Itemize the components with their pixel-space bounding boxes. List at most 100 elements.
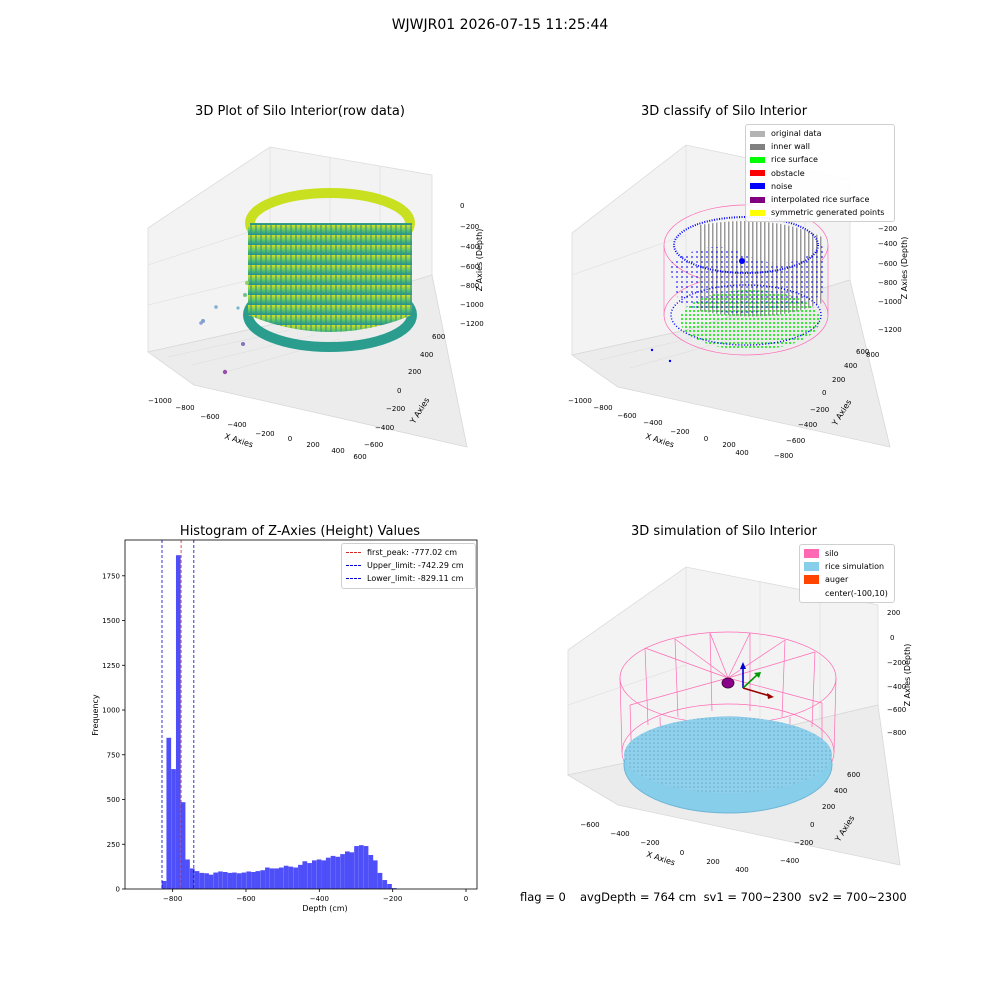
legend-item: obstacle bbox=[750, 167, 890, 180]
legend-item: Lower_limit: -829.11 cm bbox=[346, 572, 471, 585]
svg-text:−400: −400 bbox=[798, 421, 817, 429]
svg-text:−400: −400 bbox=[610, 830, 629, 838]
histogram-bar bbox=[218, 871, 223, 889]
panel2-legend: original data inner wall rice surface ob… bbox=[745, 124, 895, 223]
histogram-bar bbox=[236, 873, 242, 889]
legend-item: interpolated rice surface bbox=[750, 193, 890, 206]
svg-text:0: 0 bbox=[460, 202, 464, 210]
histogram-bar bbox=[316, 859, 322, 889]
svg-text:−800: −800 bbox=[887, 729, 906, 737]
svg-text:600: 600 bbox=[353, 453, 366, 461]
histogram-bar bbox=[213, 872, 219, 889]
svg-text:−200: −200 bbox=[810, 406, 829, 414]
auger-marker bbox=[721, 677, 735, 689]
legend-swatch bbox=[804, 549, 819, 559]
svg-text:−800: −800 bbox=[593, 404, 612, 412]
panel1-zticks: 0 −200 −400 −600 −800 −1000 −1200 bbox=[460, 202, 484, 328]
svg-text:−600: −600 bbox=[887, 706, 906, 714]
x-tick-label: −200 bbox=[383, 895, 402, 903]
panel4-legend: silo rice simulation auger center(-100,1… bbox=[799, 544, 895, 603]
svg-text:400: 400 bbox=[834, 787, 847, 795]
svg-text:400: 400 bbox=[844, 362, 857, 370]
legend-item: original data bbox=[750, 127, 890, 140]
histogram-bar bbox=[227, 872, 233, 889]
panel4-title: 3D simulation of Silo Interior bbox=[631, 524, 817, 539]
svg-text:600: 600 bbox=[432, 333, 445, 341]
svg-text:−1000: −1000 bbox=[878, 298, 902, 306]
svg-text:−200: −200 bbox=[640, 839, 659, 847]
y-tick-label: 1750 bbox=[102, 572, 120, 580]
histogram-bar bbox=[283, 865, 289, 889]
histogram-bar bbox=[251, 871, 256, 889]
footer-flag: flag = 0 bbox=[520, 890, 566, 904]
panel1-zlabel: Z Axies (Depth) bbox=[475, 229, 484, 292]
histogram-bar bbox=[340, 854, 345, 889]
histogram-frame bbox=[124, 539, 478, 890]
legend-swatch bbox=[750, 156, 765, 163]
svg-text:−600: −600 bbox=[364, 441, 383, 449]
svg-text:200: 200 bbox=[408, 368, 421, 376]
histogram-bar bbox=[307, 863, 312, 889]
legend-item: inner wall bbox=[750, 140, 890, 153]
svg-text:−600: −600 bbox=[200, 413, 219, 421]
legend-item: rice surface bbox=[750, 153, 890, 166]
legend-item: rice simulation bbox=[804, 560, 890, 573]
histogram-bar bbox=[321, 860, 327, 889]
svg-text:−200: −200 bbox=[255, 430, 274, 438]
svg-text:−400: −400 bbox=[878, 240, 897, 248]
histogram-chart[interactable]: −800 −600 −400 −200 0 0 250 500 750 1000 1250 1500… bbox=[75, 530, 495, 920]
histogram-bar bbox=[330, 855, 336, 889]
histogram-bar bbox=[335, 856, 341, 889]
panel1-xticks: −1000−800 −600 −400 −200 0 200 400 600 bbox=[148, 397, 367, 461]
svg-text:200: 200 bbox=[832, 376, 845, 384]
svg-text:−1200: −1200 bbox=[878, 326, 902, 334]
y-tick-label: 0 bbox=[116, 886, 120, 894]
legend-item: noise bbox=[750, 180, 890, 193]
svg-text:−200: −200 bbox=[878, 225, 897, 233]
histogram-bar bbox=[194, 871, 200, 889]
histogram-bar bbox=[199, 872, 205, 889]
histogram-bar bbox=[382, 880, 388, 889]
y-tick-label: 1250 bbox=[102, 662, 120, 670]
panel4-xlabel: X Axies bbox=[645, 850, 676, 868]
svg-text:0: 0 bbox=[890, 634, 894, 642]
svg-text:600: 600 bbox=[847, 771, 860, 779]
panel1-yticks: −600 −400 −200 0 200 400 600 bbox=[364, 333, 445, 449]
panel2-zticks: 0−200−400 −600−800−1000 −1200 bbox=[878, 209, 902, 334]
histogram-xlabel: Depth (cm) bbox=[302, 904, 347, 913]
svg-text:200: 200 bbox=[822, 803, 835, 811]
legend-line bbox=[346, 565, 361, 567]
panel1-wall-points bbox=[243, 188, 417, 352]
svg-text:−400: −400 bbox=[375, 424, 394, 432]
svg-text:200: 200 bbox=[722, 441, 735, 449]
x-tick-label: −800 bbox=[163, 895, 182, 903]
svg-text:−200: −200 bbox=[794, 839, 813, 847]
svg-text:−800: −800 bbox=[175, 404, 194, 412]
panel4-3d-plot[interactable]: 200 0 −200 −400 −600 −800 Z Axies (Depth) −6… bbox=[560, 545, 920, 885]
x-tick-label: 0 bbox=[464, 895, 468, 903]
rice-simulation-texture bbox=[624, 717, 832, 793]
svg-text:200: 200 bbox=[306, 441, 319, 449]
svg-text:−400: −400 bbox=[227, 421, 246, 429]
histogram-bar bbox=[279, 867, 284, 889]
svg-text:400: 400 bbox=[735, 866, 748, 874]
histogram-bars bbox=[161, 555, 397, 889]
svg-text:−400: −400 bbox=[460, 243, 479, 251]
panel1-title: 3D Plot of Silo Interior(row data) bbox=[195, 104, 405, 119]
histogram-bar bbox=[377, 872, 383, 889]
histogram-bar bbox=[372, 860, 378, 889]
legend-swatch bbox=[804, 562, 819, 572]
histogram-bar bbox=[265, 867, 270, 889]
svg-text:−200: −200 bbox=[460, 223, 479, 231]
y-tick-label: 750 bbox=[107, 751, 120, 759]
svg-text:400: 400 bbox=[420, 351, 433, 359]
panel2-zlabel: Z Axies (Depth) bbox=[900, 237, 909, 300]
y-tick-label: 250 bbox=[107, 841, 120, 849]
panel1-3d-plot[interactable]: 0−200−400 −600−800−1000 −1200 Z Axies (D… bbox=[130, 125, 490, 465]
histogram-xticks: −800 −600 −400 −200 0 bbox=[163, 889, 468, 903]
histogram-legend: first_peak: -777.02 cm Upper_limit: -742… bbox=[341, 543, 476, 589]
svg-text:−200: −200 bbox=[386, 405, 405, 413]
svg-text:400: 400 bbox=[735, 449, 748, 457]
